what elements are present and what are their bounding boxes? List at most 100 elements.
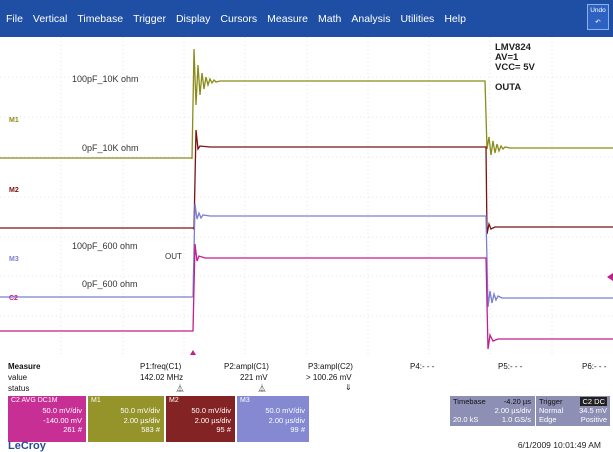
channel-scale: 50.0 mV/div (42, 406, 82, 415)
channel-lines: 50.0 mV/div 2.00 µs/div 99 # (237, 406, 309, 435)
p3-name[interactable]: P3:ampl(C2) (308, 362, 353, 371)
channel-panel-m2[interactable]: M2 50.0 mV/div 2.00 µs/div 95 # (166, 396, 235, 442)
label-out: OUT (165, 252, 182, 261)
menu-trigger[interactable]: Trigger (133, 13, 166, 25)
channel-id: M1 (91, 397, 101, 404)
device-info: LMV824 AV=1 VCC= 5V (495, 43, 535, 73)
channel-count: 261 # (63, 425, 82, 434)
menu-display[interactable]: Display (175, 13, 211, 25)
p2-name[interactable]: P2:ampl(C1) (224, 362, 269, 371)
measure-title: Measure (8, 362, 41, 371)
menu-vertical[interactable]: Vertical (32, 13, 68, 25)
channel-id: M2 (169, 397, 179, 404)
label-0pf-600: 0pF_600 ohm (82, 279, 138, 289)
timebase-rate: 1.0 GS/s (501, 415, 531, 424)
trigger-row2: Normal 34.5 mV (536, 406, 610, 415)
trigger-position-marker (190, 350, 196, 355)
trigger-label: Trigger (539, 397, 563, 406)
channel-mode: AVG DC1M (21, 397, 58, 404)
menu-cursors[interactable]: Cursors (220, 13, 258, 25)
channel-panel-m1[interactable]: M1 50.0 mV/div 2.00 µs/div 583 # (88, 396, 164, 442)
menu-timebase[interactable]: Timebase (77, 13, 124, 25)
waveform-svg (0, 37, 613, 356)
timebase-offset: -4.20 µs (503, 397, 531, 406)
channel-head: M3 (237, 396, 309, 406)
waveform-display[interactable]: LMV824 AV=1 VCC= 5V OUTA 100pF_10K ohm 0… (0, 37, 613, 356)
p6-name[interactable]: P6:- - - (582, 362, 607, 371)
trace-c2 (0, 243, 613, 350)
channel-count: 583 # (141, 425, 160, 434)
marker-m3[interactable]: M3 (9, 256, 19, 263)
marker-m2[interactable]: M2 (9, 187, 19, 194)
lecroy-logo: LeCroy (8, 440, 46, 452)
marker-c2[interactable]: C2 (9, 295, 18, 302)
menu-measure[interactable]: Measure (267, 13, 309, 25)
p2-status-icon: ⏅ (258, 384, 266, 393)
channel-scale: 50.0 mV/div (265, 406, 305, 415)
menu-help[interactable]: Help (444, 13, 466, 25)
p2-value: 221 mV (240, 373, 268, 382)
channel-id: M3 (240, 397, 250, 404)
channel-offset: 2.00 µs/div (123, 415, 160, 425)
channel-lines: 50.0 mV/div 2.00 µs/div 583 # (88, 406, 164, 435)
channel-id: C2 (11, 397, 20, 404)
measure-value-row: value (8, 373, 28, 382)
trigger-level-marker (607, 273, 613, 281)
trigger-row3: Edge Positive (536, 415, 610, 424)
label-100pf-600: 100pF_600 ohm (72, 241, 138, 251)
device-name: LMV824 (495, 42, 531, 53)
channel-panel-c2[interactable]: C2 AVG DC1M 50.0 mV/div -140.00 mV 261 # (8, 396, 86, 442)
menu-math[interactable]: Math (318, 13, 342, 25)
marker-m1[interactable]: M1 (9, 117, 19, 124)
p3-status-icon: ⇓ (345, 383, 352, 392)
channel-count: 95 # (216, 425, 231, 434)
channel-offset: -140.00 mV (43, 415, 82, 425)
menu-items: File Vertical Timebase Trigger Display Cursor… (6, 13, 466, 25)
channel-lines: 50.0 mV/div -140.00 mV 261 # (8, 406, 86, 435)
menu-bar: File Vertical Timebase Trigger Display Cursor… (0, 0, 613, 37)
channel-offset: 2.00 µs/div (268, 415, 305, 425)
vcc-label: VCC= 5V (495, 62, 535, 73)
trigger-row1: Trigger C2 DC (536, 396, 610, 406)
p1-value: 142.02 MHz (140, 373, 184, 382)
timebase-row1: Timebase -4.20 µs (450, 396, 535, 406)
channel-panel-m3[interactable]: M3 50.0 mV/div 2.00 µs/div 99 # (237, 396, 309, 442)
timebase-row3: 20.0 kS 1.0 GS/s (450, 415, 535, 424)
timebase-samples: 20.0 kS (453, 415, 479, 424)
undo-icon: ↶ (595, 19, 601, 26)
label-0pf-10k: 0pF_10K ohm (82, 143, 139, 153)
undo-label: Undo (590, 7, 606, 14)
undo-button[interactable]: Undo ↶ (587, 4, 609, 30)
p1-name[interactable]: P1:freq(C1) (140, 362, 182, 371)
trigger-badge: C2 DC (580, 397, 607, 406)
timebase-panel[interactable]: Timebase -4.20 µs 2.00 µs/div 20.0 kS 1.… (450, 396, 535, 426)
channel-scale: 50.0 mV/div (120, 406, 160, 415)
channel-count: 99 # (290, 425, 305, 434)
menu-utilities[interactable]: Utilities (400, 13, 435, 25)
menu-analysis[interactable]: Analysis (351, 13, 391, 25)
p4-name[interactable]: P4:- - - (410, 362, 435, 371)
trigger-panel[interactable]: Trigger C2 DC Normal 34.5 mV Edge Positi… (536, 396, 610, 426)
trace-m1 (0, 48, 613, 160)
channel-head: M2 (166, 396, 235, 406)
p3-value: > 100.26 mV (306, 373, 352, 382)
trigger-mode: Normal (539, 406, 564, 415)
p5-name[interactable]: P5:- - - (498, 362, 523, 371)
trigger-slope: Positive (580, 415, 607, 424)
trigger-type: Edge (539, 415, 557, 424)
measure-panel: Measure value status P1:freq(C1) 142.02 … (0, 356, 613, 396)
timebase-label: Timebase (453, 397, 486, 406)
p1-status-icon: ⏅ (176, 384, 184, 393)
label-100pf-10k: 100pF_10K ohm (72, 74, 139, 84)
trace-m3 (0, 203, 613, 308)
output-label: OUTA (495, 82, 522, 93)
menu-file[interactable]: File (6, 13, 23, 25)
channel-head: M1 (88, 396, 164, 406)
channel-scale: 50.0 mV/div (191, 406, 231, 415)
trigger-level: 34.5 mV (579, 406, 607, 415)
timestamp: 6/1/2009 10:01:49 AM (517, 440, 601, 450)
measure-status-row: status (8, 384, 30, 393)
gain-label: AV=1 (495, 52, 519, 63)
timebase-div: 2.00 µs/div (494, 406, 531, 415)
channel-head: C2 AVG DC1M (8, 396, 86, 406)
